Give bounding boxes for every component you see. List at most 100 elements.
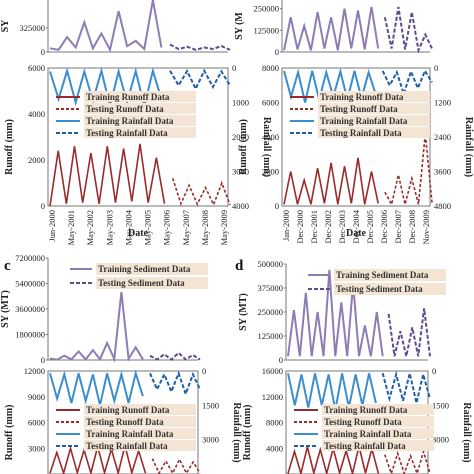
rain-y-label-d: Rainfall (mm)	[461, 402, 472, 462]
sediment-y-tick-c: 0	[41, 355, 45, 365]
legend-entry-c: Testing Rainfall Data	[86, 441, 168, 451]
rain-y-tick-a: 3000	[232, 167, 249, 177]
rain-y-tick-d: 1500	[432, 400, 449, 410]
sediment-y-tick-a: 0	[41, 47, 45, 57]
x-tick-b: Dec-2004	[351, 209, 361, 243]
sediment-y-tick-b: 250000	[254, 4, 280, 14]
sediment-y-label-d: SY (MT)	[238, 293, 249, 331]
legend-entry-d: Testing Sediment Data	[336, 284, 423, 294]
runoff-test-line-a	[171, 178, 231, 207]
legend-bg-d	[322, 416, 434, 427]
legend-entry-d: Testing Runoff Data	[324, 417, 402, 427]
legend-bg-d	[334, 269, 446, 281]
sediment-train-line-c	[49, 291, 144, 363]
sediment-test-line-c	[149, 351, 201, 361]
runoff-frame-c	[47, 370, 199, 474]
legend-entry-a: Testing Rainfall Data	[86, 128, 168, 138]
runoff-frame-a	[47, 67, 229, 207]
runoff-y-tick-b: 8000	[262, 63, 279, 73]
rain-y-tick-d: 0	[432, 366, 436, 376]
legend-entry-a: Testing Runoff Data	[86, 104, 164, 114]
legend-bg-d	[334, 283, 446, 295]
x-tick-a: May-2003	[104, 210, 114, 245]
rain-y-label-c: Rainfall (mm)	[231, 402, 242, 462]
x-tick-b: Dec-2006	[379, 210, 389, 244]
x-tick-a: May-2007	[181, 210, 191, 245]
panel-letter-c: c	[4, 258, 11, 274]
runoff-y-tick-a: 0	[41, 201, 45, 211]
legend-entry-a: Training Rainfall Data	[86, 116, 174, 126]
sediment-train-line-a	[49, 0, 163, 53]
x-tick-b: Dec-2005	[365, 210, 375, 244]
runoff-y-tick-b: 2000	[262, 167, 279, 177]
runoff-y-tick-c: 6000	[28, 418, 45, 428]
legend-entry-b: Testing Runoff Data	[320, 104, 398, 114]
x-tick-b: Dec-2007	[393, 210, 403, 244]
rain-y-tick-c: 0	[202, 366, 206, 376]
x-tick-b: Dec-2000	[295, 210, 305, 244]
panel-letter-d: d	[235, 258, 244, 274]
rain-y-tick-c: 3000	[202, 435, 219, 445]
legend-bg-c	[84, 428, 196, 439]
sediment-y-tick-d: 125000	[258, 331, 284, 341]
legend-bg-b	[318, 127, 430, 138]
legend-entry-d: Training Sediment Data	[336, 270, 429, 280]
legend-entry-c: Training Runoff Data	[86, 405, 170, 415]
sediment-y-label-b: SY (M	[234, 12, 245, 40]
sediment-test-line-a	[169, 43, 231, 51]
legend-entry-a: Training Runoff Data	[86, 92, 170, 102]
rain-y-tick-c: 1500	[202, 400, 219, 410]
rainfall-test-line-d	[381, 370, 431, 404]
rain-y-tick-b: 0	[434, 63, 438, 73]
runoff-y-label-a: Runoff (mm)	[4, 119, 15, 175]
runoff-y-tick-d: 12000	[262, 392, 283, 402]
x-tick-b: Dec-2001	[309, 210, 319, 244]
sediment-y-tick-b: 0	[275, 47, 279, 57]
runoff-y-tick-d: 4000	[266, 443, 283, 453]
runoff-y-tick-b: 0	[275, 201, 279, 211]
runoff-test-line-b	[384, 133, 433, 207]
runoff-y-tick-b: 6000	[262, 98, 279, 108]
runoff-test-line-c	[151, 457, 201, 474]
x-tick-a: Jun-2000	[47, 210, 57, 242]
runoff-train-line-b	[283, 157, 379, 205]
x-tick-a: May-2006	[162, 210, 172, 245]
legend-bg-c	[84, 440, 196, 451]
rain-y-tick-a: 2000	[232, 132, 249, 142]
runoff-y-tick-b: 4000	[262, 132, 279, 142]
x-label-b: Date	[346, 228, 367, 239]
legend-bg-c	[96, 277, 208, 289]
legend-bg-b	[318, 115, 430, 126]
runoff-train-line-a	[49, 143, 166, 207]
sediment-y-label-a: SY	[0, 19, 11, 33]
runoff-test-line-d	[384, 448, 431, 474]
rainfall-train-line-d	[287, 373, 377, 411]
legend-bg-c	[96, 263, 208, 275]
x-tick-b: Dec-2003	[337, 210, 347, 244]
rain-y-tick-a: 1000	[232, 98, 249, 108]
runoff-y-tick-d: 16000	[262, 366, 283, 376]
runoff-y-tick-a: 6000	[28, 63, 45, 73]
runoff-y-tick-d: 8000	[266, 418, 283, 428]
legend-entry-b: Training Rainfall Data	[320, 116, 408, 126]
x-tick-a: May-2001	[66, 210, 76, 245]
sediment-train-line-b	[283, 6, 380, 51]
x-tick-a: May-2009	[219, 210, 229, 245]
sediment-y-tick-c: 1800000	[15, 330, 45, 340]
legend-entry-d: Training Rainfall Data	[324, 429, 412, 439]
rainfall-train-line-c	[49, 369, 144, 406]
rainfall-test-line-a	[169, 68, 231, 91]
legend-entry-c: Training Sediment Data	[98, 264, 191, 274]
legend-entry-c: Training Rainfall Data	[86, 429, 174, 439]
legend-bg-b	[318, 91, 430, 102]
sediment-y-tick-d: 500000	[258, 259, 284, 269]
legend-bg-b	[318, 103, 430, 114]
sediment-y-tick-c: 7200000	[15, 253, 45, 263]
rain-y-tick-b: 2400	[434, 132, 451, 142]
rain-y-tick-b: 3600	[434, 167, 451, 177]
rainfall-test-line-b	[381, 68, 433, 98]
rain-y-tick-a: 4000	[232, 201, 249, 211]
rain-y-tick-a: 0	[232, 63, 236, 73]
runoff-y-label-c: Runoff (mm)	[4, 405, 15, 461]
legend-bg-a	[84, 127, 196, 138]
